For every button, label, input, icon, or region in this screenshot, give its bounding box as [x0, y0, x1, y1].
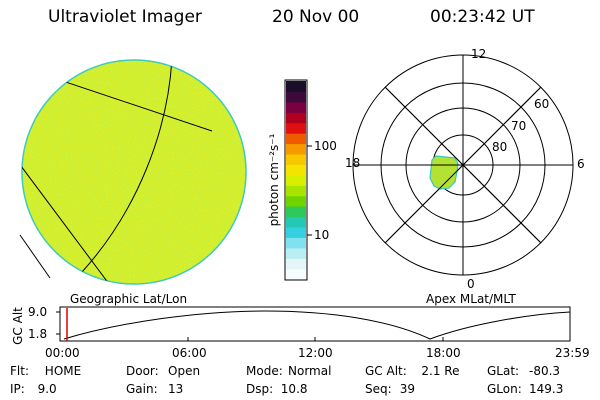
altitude-ytick-label: 9.0 — [28, 305, 48, 319]
altitude-xtick-label: 18:00 — [426, 346, 461, 360]
geographic-image — [19, 59, 247, 285]
auroral-patch — [429, 155, 459, 190]
image-noise — [22, 60, 246, 284]
lat-label-60: 60 — [534, 97, 550, 111]
status-value: Open — [168, 364, 201, 378]
colorbar-band — [286, 122, 306, 134]
status-label: Door: — [126, 364, 159, 378]
colorbar-unit-label: photon cm⁻²s⁻¹ — [267, 133, 281, 227]
geographic-caption: Geographic Lat/Lon — [70, 292, 188, 306]
status-label: GLon: — [487, 382, 522, 396]
colorbar-band — [286, 81, 306, 93]
colorbar-band — [286, 112, 306, 124]
colorbar-band — [286, 185, 306, 197]
altitude-xtick-label: 00:00 — [45, 346, 80, 360]
colorbar-band — [286, 91, 306, 103]
altitude-xtick-label: 12:00 — [298, 346, 333, 360]
colorbar-band — [286, 164, 306, 176]
status-label: GC Alt: — [365, 364, 407, 378]
mlt-label-18: 18 — [345, 156, 361, 170]
status-value: HOME — [44, 364, 82, 378]
status-label: Gain: — [126, 382, 158, 396]
status-value: 10.8 — [280, 382, 308, 396]
status-label: IP: — [10, 382, 25, 396]
colorbar-band — [286, 195, 306, 207]
status-value: 149.3 — [529, 382, 564, 396]
altitude-curve — [63, 310, 571, 340]
instrument-title: Ultraviolet Imager — [48, 7, 202, 27]
colorbar-band — [286, 206, 306, 218]
geo-grid-line — [81, 60, 173, 273]
colorbar-band — [286, 101, 306, 113]
colorbar-frame — [284, 79, 308, 281]
status-label: Seq: — [365, 382, 392, 396]
apex-caption: Apex MLat/MLT — [426, 292, 516, 306]
altitude-ylabel: GC Alt — [11, 307, 25, 345]
time-label: 00:23:42 UT — [430, 7, 535, 27]
apex-polar-plot — [352, 54, 574, 276]
status-value: 39 — [399, 382, 416, 396]
mlt-label-0: 0 — [467, 277, 475, 291]
lat-label-80: 80 — [492, 140, 508, 154]
lat-label-70: 70 — [511, 119, 527, 133]
colorbar-band — [286, 247, 306, 259]
status-value: 9.0 — [37, 382, 57, 396]
altitude-plot — [56, 306, 571, 342]
mlt-label-6: 6 — [577, 157, 585, 171]
colorbar-band — [286, 216, 306, 228]
colorbar-band — [286, 268, 306, 280]
status-label: Dsp: — [246, 382, 274, 396]
colorbar-band — [286, 237, 306, 249]
status-value: -80.3 — [529, 364, 561, 378]
colorbar-band — [286, 133, 306, 145]
colorbar-label-100: 100 — [314, 139, 337, 153]
geo-grid-line — [19, 234, 51, 279]
altitude-frame — [59, 306, 571, 342]
colorbar — [284, 79, 312, 281]
status-label: GLat: — [487, 364, 520, 378]
altitude-xtick-label: 23:59 — [555, 346, 590, 360]
status-label: Flt: — [10, 364, 29, 378]
date-label: 20 Nov 00 — [272, 7, 360, 27]
colorbar-band — [286, 143, 306, 155]
status-value: 2.1 Re — [421, 364, 460, 378]
colorbar-band — [286, 258, 306, 270]
colorbar-band — [286, 226, 306, 238]
status-value: Normal — [288, 364, 332, 378]
colorbar-band — [286, 153, 306, 165]
mlt-label-12: 12 — [471, 47, 487, 61]
altitude-ytick-label: 1.8 — [28, 327, 48, 341]
colorbar-label-10: 10 — [314, 228, 330, 242]
status-label: Mode: — [246, 364, 283, 378]
altitude-xtick-label: 06:00 — [172, 346, 207, 360]
status-value: 13 — [168, 382, 184, 396]
colorbar-band — [286, 174, 306, 186]
geo-grid-line — [22, 161, 119, 284]
